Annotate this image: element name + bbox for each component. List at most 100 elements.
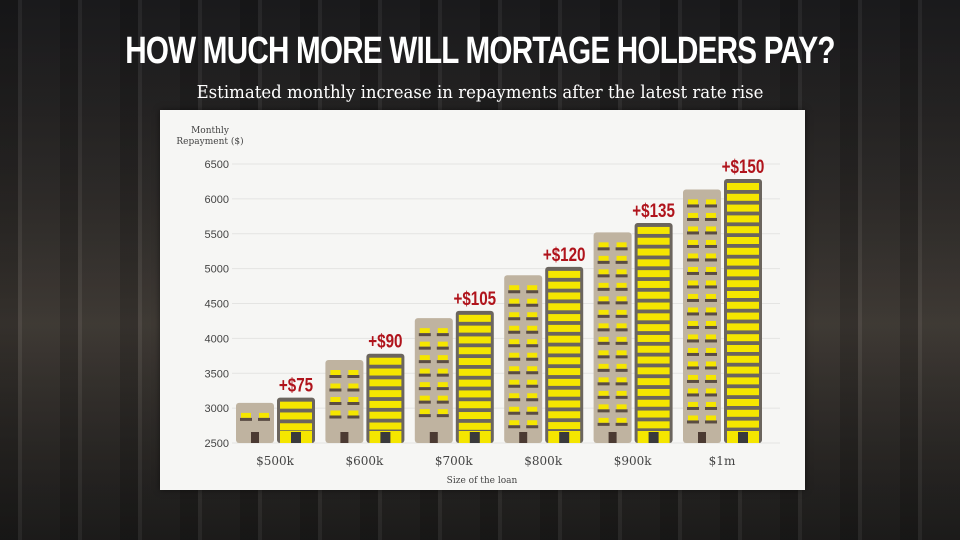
window-icon	[348, 410, 359, 416]
window-icon	[706, 361, 716, 367]
window-row	[369, 422, 402, 430]
balcony	[508, 317, 521, 321]
window-icon	[509, 325, 520, 331]
balcony	[705, 420, 717, 424]
window-icon	[688, 361, 698, 367]
balcony	[508, 384, 521, 388]
window-icon	[706, 280, 716, 286]
window-icon	[598, 242, 609, 248]
window-icon	[598, 377, 609, 383]
window-icon	[527, 393, 538, 399]
category-group: +$120 $800k	[504, 243, 586, 468]
window-icon	[330, 383, 341, 389]
balcony	[597, 382, 610, 386]
building-body	[414, 318, 453, 443]
window-icon	[598, 296, 609, 302]
increase-label: +$135	[632, 199, 675, 221]
building-before-bar	[504, 275, 543, 443]
window-icon	[527, 366, 538, 372]
balcony	[347, 374, 360, 378]
window-row	[458, 347, 491, 355]
increase-label: +$90	[368, 330, 402, 352]
window-row	[727, 409, 759, 417]
building-before-bar	[236, 402, 274, 443]
window-icon	[527, 379, 538, 385]
balcony	[526, 384, 539, 388]
balcony	[526, 317, 539, 321]
window-row	[727, 247, 759, 255]
balcony	[615, 422, 628, 426]
y-tick-label: 3000	[205, 403, 229, 415]
window-icon	[437, 395, 448, 401]
balcony	[597, 247, 610, 251]
window-row	[637, 399, 670, 407]
door-icon	[738, 432, 748, 443]
window-row	[369, 390, 402, 398]
balcony	[436, 400, 449, 404]
window-row	[548, 314, 581, 322]
window-icon	[706, 388, 716, 394]
balcony	[347, 388, 360, 392]
balcony	[508, 290, 521, 294]
balcony	[418, 400, 431, 404]
window-row	[548, 324, 581, 332]
balcony	[615, 328, 628, 332]
window-icon	[437, 355, 448, 361]
window-icon	[509, 312, 520, 318]
window-icon	[598, 282, 609, 288]
balcony	[508, 398, 521, 402]
window-icon	[437, 328, 448, 334]
window-row	[637, 324, 670, 332]
window-icon	[509, 393, 520, 399]
window-icon	[616, 404, 627, 410]
window-row	[637, 410, 670, 418]
window-row	[727, 193, 759, 201]
window-icon	[688, 401, 698, 407]
window-row	[548, 292, 581, 300]
building-before-bar	[593, 232, 632, 443]
window-icon	[688, 415, 698, 421]
window-icon	[616, 309, 627, 315]
category-group: +$75 $500k	[236, 374, 315, 468]
window-icon	[616, 269, 627, 275]
window-icon	[598, 323, 609, 329]
door-icon	[559, 432, 570, 443]
window-icon	[706, 374, 716, 380]
balcony	[508, 344, 521, 348]
window-icon	[419, 409, 430, 415]
window-row	[458, 368, 491, 376]
window-icon	[706, 266, 716, 272]
window-icon	[509, 352, 520, 358]
window-row	[280, 401, 312, 409]
balcony	[597, 422, 610, 426]
window-row	[458, 390, 491, 398]
balcony	[329, 374, 342, 378]
balcony	[597, 341, 610, 345]
building-body	[724, 178, 762, 443]
balcony	[526, 411, 539, 415]
window-row	[727, 269, 759, 277]
balcony	[258, 417, 270, 421]
balcony	[705, 325, 717, 329]
x-tick-label: $600k	[345, 454, 384, 468]
window-icon	[419, 328, 430, 334]
building-after-bar	[455, 310, 494, 443]
building-body	[366, 353, 405, 443]
window-icon	[527, 339, 538, 345]
balcony	[687, 244, 699, 248]
window-icon	[330, 369, 341, 375]
window-row	[727, 398, 759, 406]
window-icon	[706, 334, 716, 340]
balcony	[436, 346, 449, 350]
balcony	[687, 271, 699, 275]
balcony	[687, 285, 699, 289]
window-row	[637, 237, 670, 245]
window-icon	[706, 239, 716, 245]
balcony	[615, 368, 628, 372]
window-icon	[419, 341, 430, 347]
window-icon	[688, 239, 698, 245]
door-icon	[698, 432, 706, 443]
x-tick-label: $900k	[614, 454, 653, 468]
increase-label: +$75	[279, 374, 314, 396]
window-row	[637, 378, 670, 386]
